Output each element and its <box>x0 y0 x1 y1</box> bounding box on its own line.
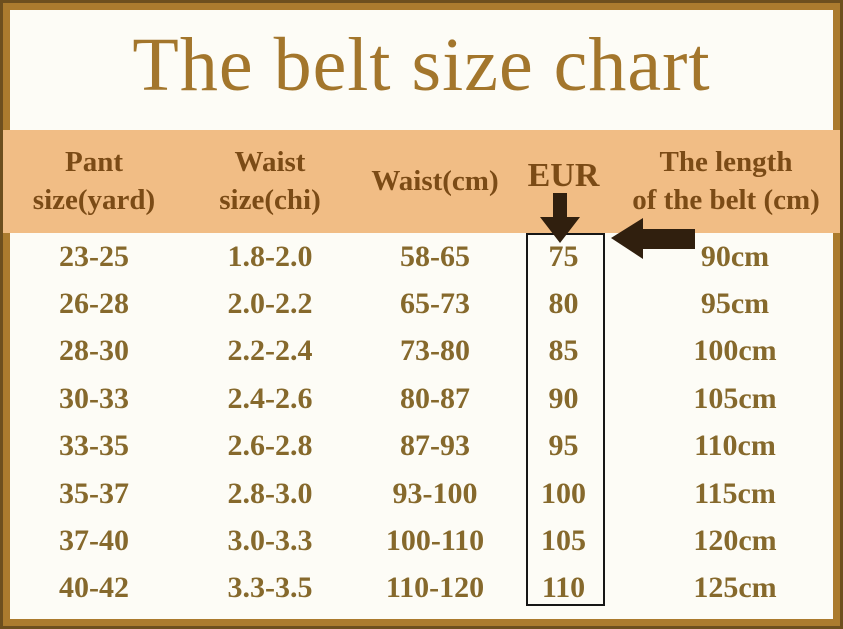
table-cell: 115cm <box>694 476 776 510</box>
table-cell: 30-33 <box>59 381 129 415</box>
table-cell: 1.8-2.0 <box>227 239 313 273</box>
table-cell: 125cm <box>693 571 777 605</box>
table-cell: 40-42 <box>59 571 129 605</box>
table-cell: 110cm <box>694 429 776 463</box>
column-header-waist-cm: Waist(cm) <box>371 164 499 197</box>
table-cell: 93-100 <box>392 476 478 510</box>
table-cell: 37-40 <box>59 523 129 557</box>
table-cell: 100-110 <box>385 523 485 557</box>
table-cell: 2.6-2.8 <box>227 429 313 463</box>
table-cell: 26-28 <box>59 287 129 321</box>
down-arrow-icon <box>538 193 582 245</box>
eur-column-highlight <box>526 233 605 606</box>
table-cell: 90cm <box>700 239 770 273</box>
table-cell: 90 <box>548 381 579 415</box>
table-cell: 3.3-3.5 <box>227 571 313 605</box>
table-cell: 100cm <box>693 334 777 368</box>
table-cell: 75 <box>548 239 579 273</box>
table-cell: 28-30 <box>59 334 129 368</box>
table-cell: 33-35 <box>59 429 129 463</box>
table-cell: 2.4-2.6 <box>227 381 313 415</box>
table-cell: 100 <box>541 476 586 510</box>
table-cell: 2.2-2.4 <box>227 334 313 368</box>
table-cell: 110-120 <box>385 571 485 605</box>
table-cell: 2.0-2.2 <box>227 287 313 321</box>
table-cell: 85 <box>548 334 579 368</box>
title-section: The belt size chart <box>3 3 840 127</box>
table-cell: 23-25 <box>59 239 129 273</box>
table-cell: 95cm <box>700 287 770 321</box>
left-arrow-icon <box>609 217 697 261</box>
table-cell: 73-80 <box>400 334 470 368</box>
table-cell: 58-65 <box>400 239 470 273</box>
table-header-row: Pant size(yard) Waist size(chi) Waist(cm… <box>3 130 840 233</box>
table-cell: 105cm <box>693 381 777 415</box>
table-cell: 80-87 <box>400 381 470 415</box>
table-cell: 87-93 <box>400 429 470 463</box>
table-cell: 95 <box>548 429 579 463</box>
column-header-waist-chi: Waist size(chi) <box>219 146 321 216</box>
column-header-pant-size: Pant size(yard) <box>32 146 156 216</box>
column-header-belt-length: The length of the belt (cm) <box>632 146 820 216</box>
column-header-eur: EUR <box>527 157 600 194</box>
page-title: The belt size chart <box>132 22 711 107</box>
table-cell: 110 <box>541 571 586 605</box>
table-cell: 120cm <box>693 523 777 557</box>
table-cell: 105 <box>541 523 586 557</box>
table-cell: 2.8-3.0 <box>227 476 313 510</box>
table-cell: 80 <box>548 287 579 321</box>
table-body: 23-25 1.8-2.0 58-65 75 90cm 26-28 2.0-2.… <box>3 233 840 612</box>
table-cell: 65-73 <box>400 287 470 321</box>
table-cell: 3.0-3.3 <box>227 523 313 557</box>
table-cell: 35-37 <box>59 476 129 510</box>
